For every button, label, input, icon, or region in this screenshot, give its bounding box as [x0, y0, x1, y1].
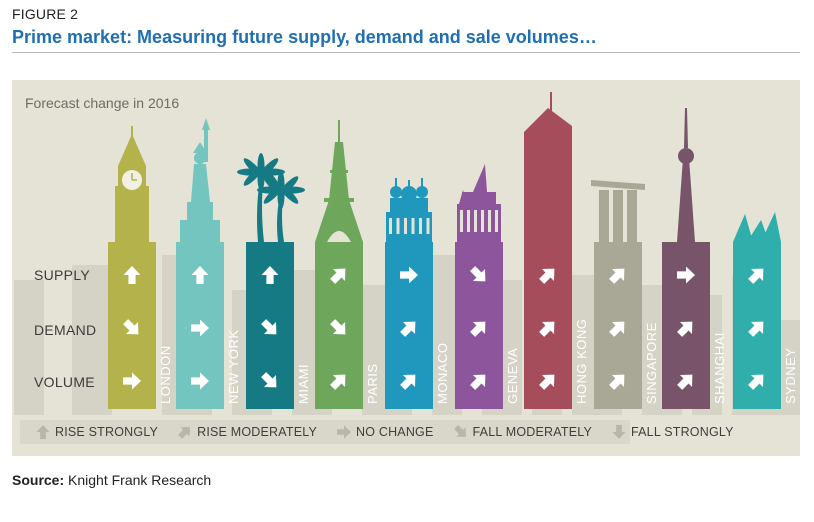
trend-arrow [261, 372, 277, 388]
legend: RISE STRONGLY RISE MODERATELY NO CHANGE … [12, 420, 800, 444]
trend-arrow [191, 319, 209, 337]
city-label: GENEVA [505, 347, 520, 404]
opera-house-icon [733, 212, 781, 242]
statue-of-liberty-icon [180, 118, 220, 242]
city-label: NEW YORK [226, 329, 241, 404]
trend-arrow [191, 266, 209, 284]
figure-label: FIGURE 2 [12, 6, 79, 22]
legend-label: FALL STRONGLY [631, 425, 734, 439]
city-column [733, 212, 781, 409]
marina-bay-icon [591, 180, 645, 242]
rise-moderately-arrow-icon [178, 427, 191, 439]
legend-item-rise-moderately: RISE MODERATELY [176, 423, 317, 441]
city-label: HONG KONG [574, 318, 589, 404]
trend-arrow [609, 321, 625, 337]
city-label: MIAMI [296, 363, 311, 404]
trend-arrow [539, 374, 555, 390]
legend-item-no-change: NO CHANGE [335, 423, 434, 441]
trend-arrow [609, 268, 625, 284]
clock-tower-icon [115, 126, 149, 242]
casino-dome-icon [386, 178, 432, 242]
trend-arrow [330, 374, 346, 390]
city-column [385, 178, 433, 409]
legend-label: FALL MODERATELY [472, 425, 592, 439]
city-column [108, 126, 156, 409]
trend-arrow [748, 321, 764, 337]
trend-arrow [123, 372, 141, 390]
city-column [176, 118, 224, 409]
trend-arrow [191, 372, 209, 390]
trend-arrow [748, 374, 764, 390]
city-label: SYDNEY [783, 347, 798, 404]
title-divider [12, 52, 800, 53]
city-column [524, 92, 572, 409]
trend-arrow [609, 374, 625, 390]
trend-arrow [470, 374, 486, 390]
trend-arrow [677, 321, 693, 337]
city-column [662, 108, 710, 409]
palm-tree-icon [237, 153, 305, 242]
city-column [315, 120, 363, 409]
city-column [455, 164, 503, 409]
city-label: PARIS [365, 363, 380, 404]
trend-arrow [400, 266, 418, 284]
rise-strongly-arrow-icon [36, 425, 50, 439]
no-change-arrow-icon [337, 425, 352, 439]
trend-arrow [400, 321, 416, 337]
trend-arrow [330, 319, 346, 335]
source-label: Source: [12, 472, 65, 488]
city-label: SHANGHAI [712, 332, 727, 404]
figure-title: Prime market: Measuring future supply, d… [12, 27, 597, 47]
skyscraper-icon [524, 92, 572, 242]
trend-arrow [123, 319, 139, 335]
chart-subtitle: Forecast change in 2016 [25, 95, 180, 111]
trend-arrow [677, 266, 695, 284]
trend-arrow [261, 266, 279, 284]
trend-arrow [470, 321, 486, 337]
source-text: Knight Frank Research [68, 472, 212, 488]
city-column [591, 180, 645, 409]
row-label-supply: SUPPLY [34, 267, 91, 283]
source-note: Source: Knight Frank Research [12, 472, 211, 488]
legend-item-fall-moderately: FALL MODERATELY [452, 423, 592, 441]
trend-arrow [400, 374, 416, 390]
trend-arrow [677, 374, 693, 390]
legend-label: NO CHANGE [356, 425, 434, 439]
forecast-chart [14, 92, 800, 444]
tv-tower-icon [677, 108, 695, 242]
trend-arrow [539, 268, 555, 284]
fall-strongly-arrow-icon [612, 425, 626, 439]
city-column [237, 153, 305, 409]
gothic-building-icon [457, 164, 501, 242]
legend-band [20, 420, 630, 444]
row-label-volume: VOLUME [34, 374, 95, 390]
trend-arrow [123, 266, 141, 284]
trend-arrow [748, 268, 764, 284]
city-label: MONACO [435, 342, 450, 405]
legend-label: RISE MODERATELY [197, 425, 318, 439]
city-label: LONDON [158, 345, 173, 404]
legend-item-rise-strongly: RISE STRONGLY [34, 423, 158, 441]
legend-item-fall-strongly: FALL STRONGLY [610, 423, 734, 441]
fall-moderately-arrow-icon [453, 425, 466, 437]
city-label: SINGAPORE [644, 322, 659, 404]
trend-arrow [539, 321, 555, 337]
trend-arrow [261, 319, 277, 335]
legend-label: RISE STRONGLY [55, 425, 159, 439]
row-label-demand: DEMAND [34, 322, 97, 338]
trend-arrow [470, 266, 486, 282]
trend-arrow [330, 268, 346, 284]
eiffel-tower-icon [315, 120, 363, 242]
